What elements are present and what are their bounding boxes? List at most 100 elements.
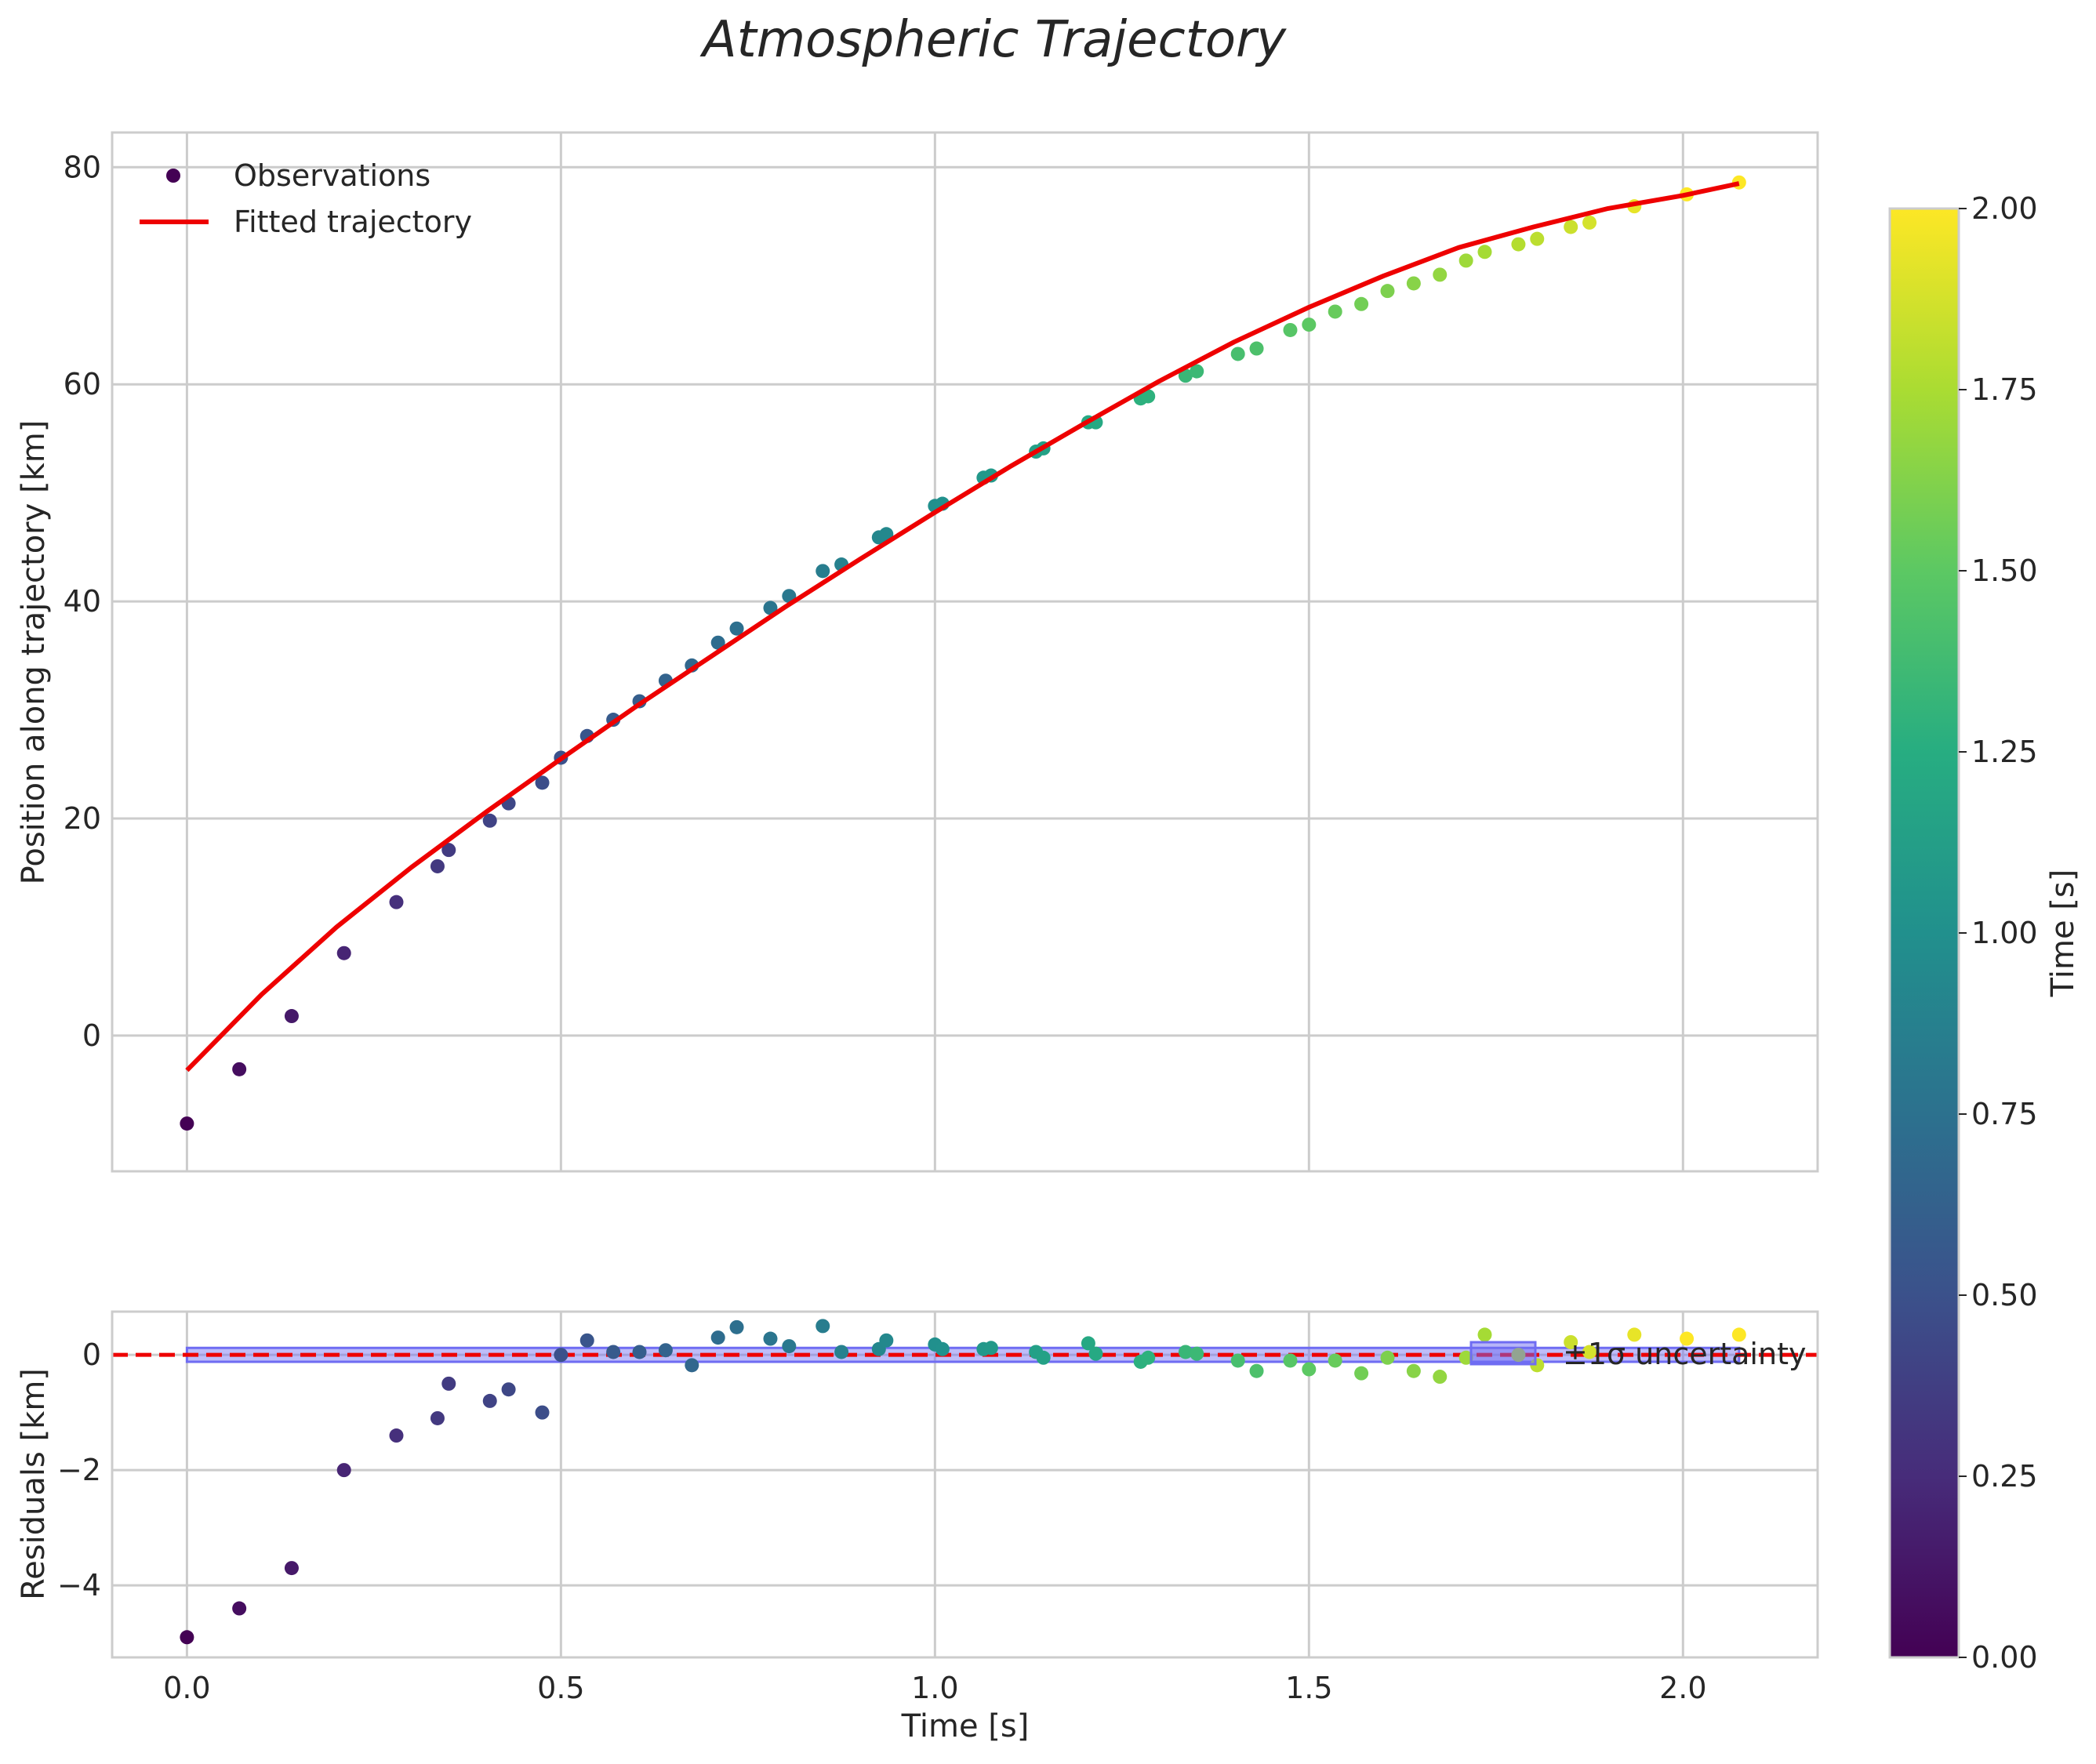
- observation-point: [389, 895, 404, 909]
- top-panel-fitted-line: [185, 181, 1740, 1073]
- top-panel-frame: [111, 131, 1819, 1173]
- residual-point: [284, 1561, 299, 1576]
- observation-point: [1230, 347, 1245, 361]
- residual-point: [606, 1345, 621, 1359]
- x-tick-label: 1.0: [911, 1671, 958, 1705]
- observation-point: [763, 601, 778, 615]
- x-tick-label: 0.5: [537, 1671, 584, 1705]
- residual-point: [1458, 1350, 1473, 1365]
- residual-point: [710, 1330, 725, 1345]
- residual-point: [834, 1345, 849, 1359]
- bottom-panel-legend: ±1σ uncertainty: [1469, 1337, 1806, 1371]
- colorbar-tick-label: 1.50: [1971, 554, 2038, 588]
- observation-point: [1249, 341, 1264, 356]
- bottom-panel-ylabel: Residuals [km]: [16, 1368, 52, 1600]
- residual-point: [482, 1393, 497, 1408]
- residual-point: [1477, 1327, 1492, 1342]
- residual-point: [1731, 1327, 1746, 1342]
- observation-point: [1283, 322, 1298, 337]
- residual-point: [1380, 1350, 1395, 1365]
- residual-point: [389, 1428, 404, 1443]
- observation-point: [1178, 368, 1193, 383]
- legend-observations-label: Observations: [234, 158, 430, 193]
- residual-point: [658, 1343, 673, 1358]
- x-tick-label: 2.0: [1659, 1671, 1706, 1705]
- top-panel-ylabel: Position along trajectory [km]: [16, 420, 52, 885]
- residual-point: [1190, 1346, 1204, 1361]
- observation-point: [284, 1009, 299, 1024]
- observation-point: [1477, 245, 1492, 260]
- residual-point: [1230, 1353, 1245, 1368]
- observation-point: [1354, 296, 1369, 311]
- colorbar-tick-label: 1.25: [1971, 735, 2038, 769]
- residual-point: [180, 1630, 194, 1645]
- observation-point: [1328, 304, 1342, 319]
- colorbar-tick-label: 0.50: [1971, 1278, 2038, 1312]
- residual-point: [1249, 1363, 1264, 1378]
- top-y-tick-label: 40: [64, 584, 101, 619]
- residual-point: [1680, 1331, 1695, 1346]
- observation-point: [482, 813, 497, 828]
- colorbar-tick-label: 1.75: [1971, 372, 2038, 407]
- residual-point: [1036, 1350, 1051, 1365]
- bottom-panel-tick-labels: 0.0 0.5 1.0 1.5 2.0 −4 −2 0: [57, 1338, 1707, 1705]
- bottom-y-tick-label: −2: [57, 1453, 101, 1487]
- residual-point: [232, 1601, 247, 1616]
- top-panel-tick-labels: 0 20 40 60 80: [64, 150, 101, 1053]
- top-panel-legend: Observations Fitted trajectory: [140, 158, 472, 239]
- colorbar-label: Time [s]: [2045, 869, 2081, 998]
- bottom-panel-residuals: [180, 1319, 1746, 1645]
- residual-point: [763, 1331, 778, 1346]
- residual-point: [501, 1382, 516, 1397]
- residual-point: [336, 1463, 351, 1478]
- bottom-panel-xlabel: Time [s]: [901, 1708, 1030, 1744]
- observation-point: [1190, 364, 1204, 379]
- colorbar-tick-label: 0.75: [1971, 1097, 2038, 1131]
- residual-point: [1141, 1350, 1156, 1365]
- observation-point: [1582, 215, 1597, 230]
- residual-point: [1354, 1366, 1369, 1381]
- residual-point: [1406, 1363, 1421, 1378]
- observation-point: [441, 843, 456, 858]
- residual-point: [441, 1376, 456, 1391]
- residual-point: [729, 1319, 744, 1334]
- observation-point: [729, 621, 744, 636]
- colorbar-ticks: 0.00 0.25 0.50 0.75 1.00 1.25 1.50 1.75 2.00: [1959, 191, 2038, 1675]
- colorbar: [1888, 207, 1960, 1659]
- legend-uncertainty-label: ±1σ uncertainty: [1563, 1337, 1806, 1371]
- top-y-tick-label: 80: [64, 150, 101, 184]
- bottom-y-tick-label: 0: [82, 1338, 101, 1372]
- residual-point: [782, 1339, 797, 1354]
- observation-point: [1141, 389, 1156, 404]
- residual-point: [1178, 1345, 1193, 1359]
- residual-point: [535, 1405, 550, 1420]
- observation-point: [816, 564, 830, 579]
- observation-point: [336, 946, 351, 960]
- residual-point: [816, 1319, 830, 1334]
- bottom-y-tick-label: −4: [57, 1568, 101, 1602]
- legend-observations-marker: [166, 169, 180, 183]
- observation-point: [710, 635, 725, 650]
- observation-point: [535, 775, 550, 790]
- residual-point: [935, 1341, 950, 1356]
- residual-point: [685, 1358, 699, 1373]
- observation-point: [1380, 284, 1395, 299]
- colorbar-tick-label: 1.00: [1971, 916, 2038, 950]
- observation-point: [1511, 237, 1526, 252]
- top-y-tick-label: 60: [64, 367, 101, 401]
- chart-title: Atmospheric Trajectory: [699, 11, 1287, 69]
- residual-point: [1433, 1370, 1448, 1385]
- residual-point: [554, 1348, 568, 1363]
- colorbar-tick-label: 0.00: [1971, 1640, 2038, 1675]
- residual-point: [1582, 1345, 1597, 1359]
- residual-point: [1081, 1336, 1095, 1351]
- observation-point: [879, 527, 894, 542]
- residual-point: [1328, 1353, 1342, 1368]
- top-y-tick-label: 20: [64, 801, 101, 836]
- observation-point: [430, 858, 445, 873]
- residual-point: [983, 1341, 998, 1356]
- observation-point: [232, 1062, 247, 1076]
- observation-point: [180, 1116, 194, 1131]
- top-y-tick-label: 0: [82, 1018, 101, 1053]
